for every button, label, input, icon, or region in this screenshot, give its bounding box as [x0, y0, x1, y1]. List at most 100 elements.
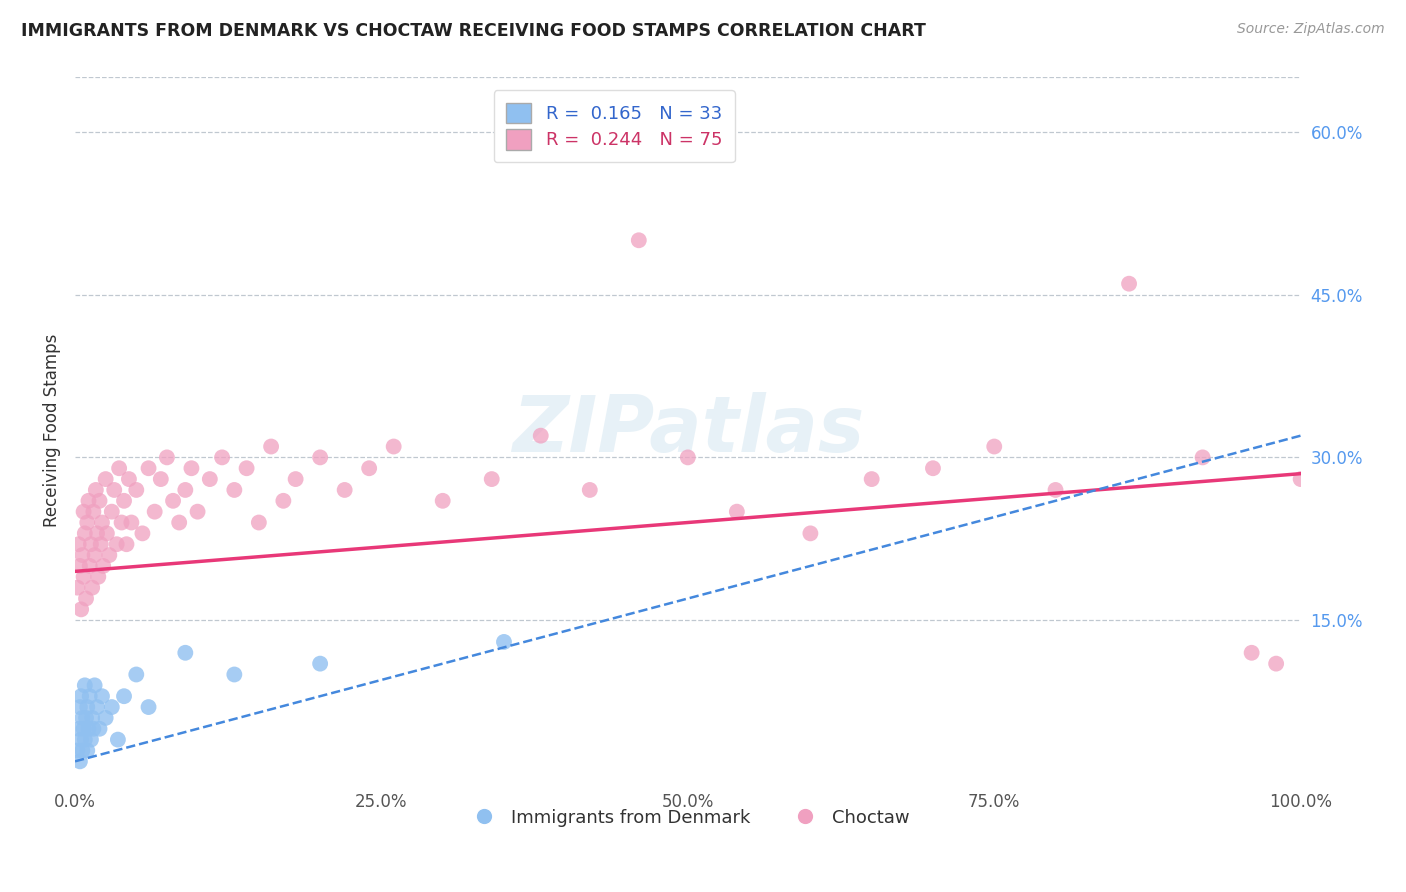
Point [1191, 450, 1213, 465]
Point [162, 493, 184, 508]
Point [70, 689, 93, 703]
Point [309, 657, 332, 671]
Point [799, 526, 821, 541]
Point [82, 722, 104, 736]
Point [70, 732, 93, 747]
Point [83, 548, 105, 562]
Point [75, 711, 97, 725]
Point [983, 440, 1005, 454]
Point [1240, 646, 1263, 660]
Point [309, 450, 332, 465]
Point [180, 461, 202, 475]
Point [235, 461, 257, 475]
Point [860, 472, 883, 486]
Point [89, 722, 111, 736]
Point [67, 537, 90, 551]
Point [725, 505, 748, 519]
Point [118, 472, 141, 486]
Point [174, 646, 197, 660]
Point [382, 440, 405, 454]
Point [125, 667, 148, 681]
Point [80, 537, 103, 551]
Point [284, 472, 307, 486]
Point [83, 678, 105, 692]
Point [86, 526, 108, 541]
Point [73, 732, 96, 747]
Point [82, 581, 104, 595]
Text: ZIPatlas: ZIPatlas [512, 392, 863, 468]
Point [432, 493, 454, 508]
Point [91, 689, 114, 703]
Point [174, 483, 197, 497]
Point [211, 450, 233, 465]
Point [187, 505, 209, 519]
Point [112, 689, 135, 703]
Point [96, 526, 118, 541]
Point [70, 602, 93, 616]
Point [76, 700, 98, 714]
Point [115, 537, 138, 551]
Point [260, 440, 283, 454]
Point [77, 722, 100, 736]
Point [82, 711, 104, 725]
Point [138, 461, 160, 475]
Point [108, 461, 131, 475]
Point [1118, 277, 1140, 291]
Point [72, 570, 94, 584]
Point [359, 461, 381, 475]
Text: Source: ZipAtlas.com: Source: ZipAtlas.com [1237, 22, 1385, 37]
Point [224, 667, 246, 681]
Point [333, 483, 356, 497]
Point [1045, 483, 1067, 497]
Point [273, 493, 295, 508]
Point [922, 461, 945, 475]
Point [492, 635, 515, 649]
Point [69, 755, 91, 769]
Point [167, 516, 190, 530]
Point [89, 493, 111, 508]
Point [101, 700, 124, 714]
Point [91, 516, 114, 530]
Point [86, 700, 108, 714]
Point [143, 505, 166, 519]
Point [69, 700, 91, 714]
Point [72, 548, 94, 562]
Point [79, 689, 101, 703]
Point [98, 548, 121, 562]
Point [149, 472, 172, 486]
Point [76, 516, 98, 530]
Point [105, 537, 128, 551]
Point [72, 743, 94, 757]
Point [110, 516, 132, 530]
Point [131, 526, 153, 541]
Point [72, 505, 94, 519]
Point [66, 581, 89, 595]
Point [91, 558, 114, 573]
Point [138, 700, 160, 714]
Point [84, 483, 107, 497]
Point [112, 493, 135, 508]
Point [87, 570, 110, 584]
Point [80, 732, 103, 747]
Point [75, 591, 97, 606]
Point [90, 537, 112, 551]
Point [481, 472, 503, 486]
Point [69, 558, 91, 573]
Point [103, 483, 125, 497]
Point [247, 516, 270, 530]
Point [578, 483, 600, 497]
Point [73, 526, 96, 541]
Point [77, 493, 100, 508]
Point [1289, 472, 1312, 486]
Point [156, 450, 179, 465]
Point [1265, 657, 1288, 671]
Point [94, 711, 117, 725]
Point [120, 516, 142, 530]
Point [101, 505, 124, 519]
Text: IMMIGRANTS FROM DENMARK VS CHOCTAW RECEIVING FOOD STAMPS CORRELATION CHART: IMMIGRANTS FROM DENMARK VS CHOCTAW RECEI… [21, 22, 927, 40]
Point [72, 711, 94, 725]
Point [73, 678, 96, 692]
Point [125, 483, 148, 497]
Point [79, 558, 101, 573]
Point [66, 743, 89, 757]
